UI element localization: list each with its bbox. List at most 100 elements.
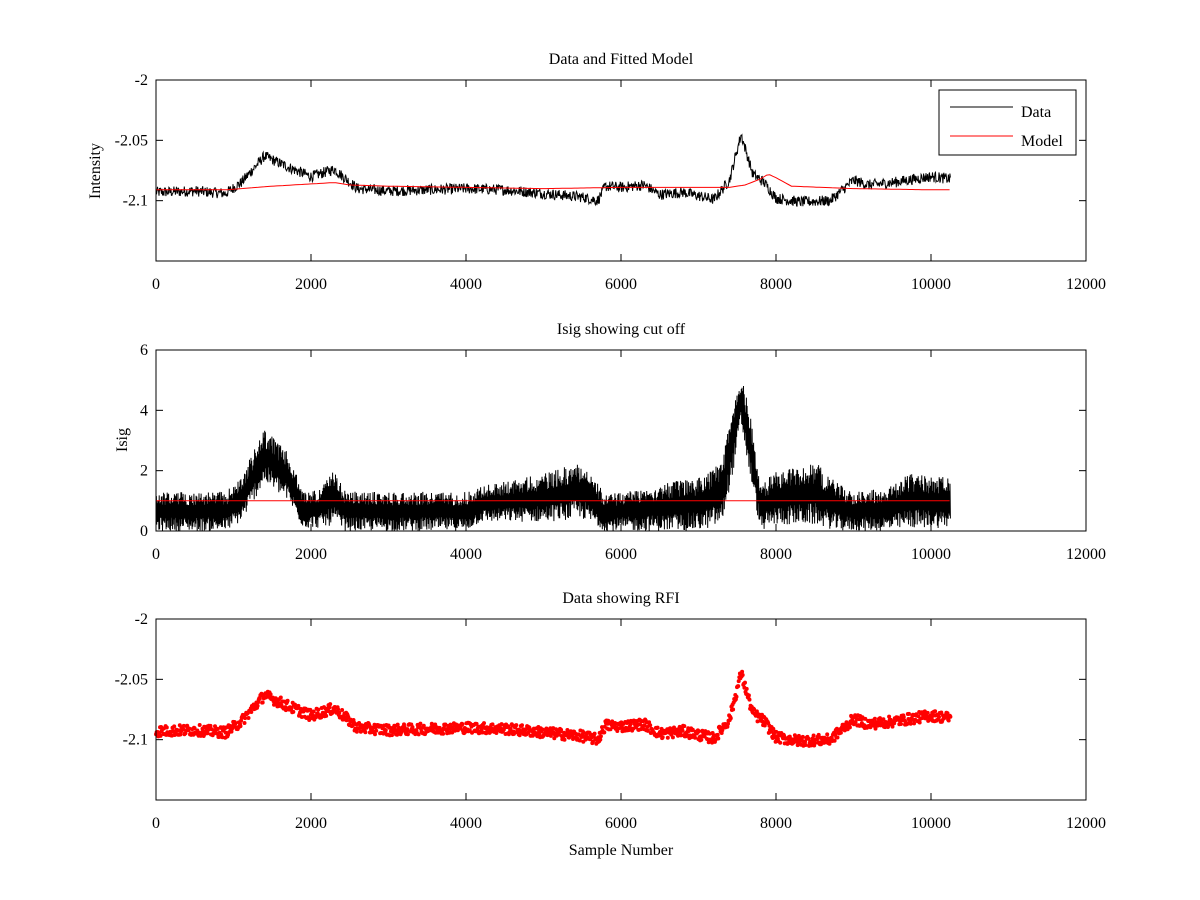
data-point: [670, 735, 675, 740]
data-point: [405, 727, 410, 732]
data-point: [255, 703, 260, 708]
data-point: [242, 721, 247, 725]
data-point: [809, 743, 814, 748]
y-tick-label: -2.05: [115, 132, 148, 149]
data-point: [577, 738, 582, 743]
data-point: [933, 709, 938, 714]
x-tick-label: 0: [152, 276, 160, 293]
y-tick-label: 2: [140, 463, 148, 480]
y-tick-label: -2: [135, 611, 148, 628]
data-point: [655, 725, 660, 730]
legend-label-data: Data: [1021, 104, 1051, 121]
data-point: [354, 729, 359, 734]
data-point: [260, 700, 265, 705]
data-point: [853, 720, 858, 724]
data-point: [925, 710, 930, 715]
data-point: [686, 729, 691, 733]
data-point: [433, 722, 438, 727]
data-point: [716, 736, 721, 741]
data-point: [598, 737, 603, 742]
data-point: [740, 669, 745, 674]
data-point: [562, 737, 567, 742]
data-point: [672, 725, 676, 730]
data-point: [239, 718, 244, 723]
data-point: [857, 723, 862, 728]
data-point: [418, 721, 423, 726]
data-point: [693, 735, 697, 740]
data-point: [690, 727, 695, 732]
series-line-data: [155, 133, 951, 207]
data-point: [416, 732, 421, 737]
data-point: [324, 713, 329, 718]
data-point: [285, 698, 290, 703]
data-point: [374, 728, 379, 733]
data-point: [912, 721, 917, 726]
data-point: [682, 724, 687, 729]
plot-area: [156, 80, 1086, 261]
panel-data-showing-rfi: Data showing RFI 0 2000 4000 6000 8000 10000 1…: [115, 590, 1106, 859]
x-tick-label: 2000: [295, 546, 327, 563]
data-point: [615, 729, 620, 733]
data-point: [314, 715, 318, 720]
data-point: [908, 721, 913, 726]
data-point: [811, 733, 816, 738]
data-point: [890, 724, 895, 729]
y-tick-label: 0: [140, 523, 148, 540]
data-point: [728, 716, 733, 721]
data-point: [946, 718, 951, 723]
data-point: [592, 731, 597, 736]
data-point: [301, 709, 306, 714]
data-point: [800, 734, 805, 739]
y-tick-label: -2.05: [115, 671, 148, 688]
data-point: [410, 725, 415, 730]
data-point: [803, 739, 808, 744]
x-tick-label: 2000: [295, 815, 327, 832]
data-point: [249, 710, 254, 714]
data-point: [838, 730, 843, 735]
data-point: [812, 741, 817, 746]
legend-box: [938, 89, 1077, 156]
data-point: [215, 727, 220, 731]
data-point: [648, 723, 653, 728]
data-point: [835, 735, 840, 740]
chart-title: Data showing RFI: [562, 590, 679, 607]
data-point: [336, 707, 341, 712]
data-point: [825, 732, 830, 737]
data-point: [296, 703, 301, 708]
x-axis-label: Sample Number: [569, 842, 674, 859]
data-point: [405, 732, 410, 737]
data-point: [508, 726, 513, 731]
data-point: [289, 705, 294, 710]
data-point: [917, 720, 922, 725]
data-point: [791, 740, 796, 745]
data-point: [872, 716, 877, 721]
data-point: [514, 723, 519, 728]
data-point: [158, 733, 163, 738]
x-tick-label: 8000: [760, 546, 792, 563]
data-point: [873, 726, 878, 731]
x-tick-label: 6000: [605, 815, 637, 832]
data-point: [482, 721, 486, 726]
data-point: [337, 710, 342, 715]
legend: Data Model: [938, 89, 1077, 156]
x-tick-label: 12000: [1066, 276, 1106, 293]
data-point: [806, 736, 811, 741]
data-point: [678, 733, 683, 738]
series-line-model: [156, 174, 950, 191]
data-point: [238, 724, 243, 729]
data-point: [697, 729, 701, 734]
data-point: [383, 728, 388, 733]
x-tick-label: 8000: [760, 815, 792, 832]
data-point: [233, 721, 238, 726]
data-point: [645, 728, 650, 733]
data-point: [172, 724, 177, 729]
data-point: [421, 723, 426, 728]
data-point: [863, 716, 868, 721]
series-markers-data: [154, 669, 953, 748]
data-point: [299, 715, 304, 719]
data-point: [740, 673, 745, 677]
data-point: [720, 728, 725, 733]
data-point: [602, 730, 607, 735]
data-point: [881, 717, 886, 722]
